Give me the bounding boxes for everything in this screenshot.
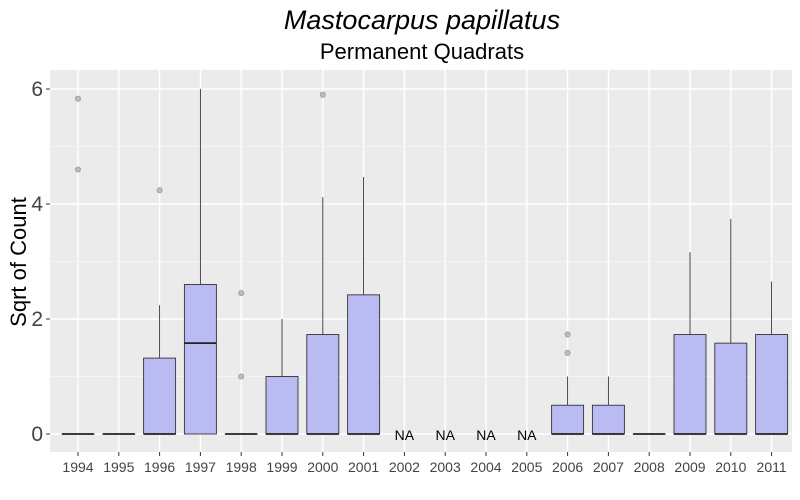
x-tick-label: 2003 xyxy=(430,459,461,475)
y-axis-ticks: 0 2 4 6 xyxy=(31,78,50,446)
y-tick-label: 2 xyxy=(31,308,43,331)
x-tick-label: 2009 xyxy=(674,459,705,475)
x-tick-label: 2007 xyxy=(593,459,624,475)
box xyxy=(714,342,748,435)
box xyxy=(265,376,299,435)
x-tick-label: 1997 xyxy=(185,459,216,475)
outlier-point xyxy=(238,290,245,297)
chart-title: Mastocarpus papillatus xyxy=(284,5,560,35)
box xyxy=(183,284,217,435)
box xyxy=(591,404,625,435)
y-axis-label: Sqrt of Count xyxy=(6,197,31,327)
box xyxy=(347,294,381,435)
outlier-point xyxy=(156,187,163,194)
outlier-point xyxy=(564,349,571,356)
x-tick-label: 1996 xyxy=(144,459,175,475)
x-tick-label: 2001 xyxy=(348,459,379,475)
y-tick-label: 4 xyxy=(31,193,43,216)
x-tick-label: 2004 xyxy=(470,459,501,475)
x-tick-label: 2002 xyxy=(389,459,420,475)
x-tick-label: 2008 xyxy=(634,459,665,475)
box xyxy=(551,404,585,435)
outlier-point xyxy=(238,373,245,380)
outlier-point xyxy=(75,95,82,102)
outlier-point xyxy=(319,91,326,98)
x-tick-label: 2000 xyxy=(307,459,338,475)
na-label: NA xyxy=(395,427,415,443)
x-tick-label: 1998 xyxy=(226,459,257,475)
x-tick-label: 2010 xyxy=(715,459,746,475)
x-tick-label: 2006 xyxy=(552,459,583,475)
x-axis-ticks: 1994 1995 1996 1997 1998 1999 2000 2001 2002 2003… xyxy=(62,452,787,475)
x-tick-label: 2011 xyxy=(757,459,787,475)
na-label: NA xyxy=(517,427,537,443)
x-tick-label: 1999 xyxy=(266,459,297,475)
na-label: NA xyxy=(435,427,455,443)
y-tick-label: 6 xyxy=(31,78,43,101)
boxes-layer: NA NA NA NA xyxy=(61,89,789,443)
x-tick-label: 1994 xyxy=(62,459,93,475)
x-tick-label: 1995 xyxy=(103,459,134,475)
outlier-point xyxy=(564,331,571,338)
y-tick-label: 0 xyxy=(31,423,43,446)
box xyxy=(755,334,789,435)
box xyxy=(306,334,340,435)
x-tick-label: 2005 xyxy=(511,459,542,475)
box xyxy=(143,357,177,435)
box xyxy=(673,334,707,435)
na-label: NA xyxy=(476,427,496,443)
outlier-point xyxy=(75,166,82,173)
chart-subtitle: Permanent Quadrats xyxy=(320,39,524,64)
